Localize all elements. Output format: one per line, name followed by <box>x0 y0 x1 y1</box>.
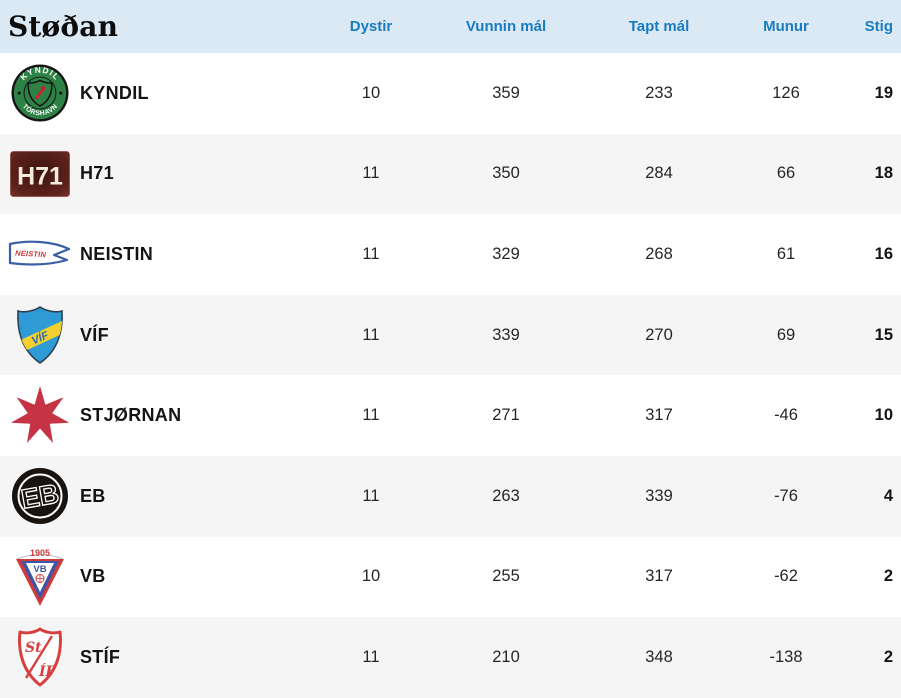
cell-munur: -46 <box>774 406 798 425</box>
table-row-neistin[interactable]: NEISTIN NEISTIN 11 329 268 61 16 <box>0 214 901 295</box>
page-title: Støðan <box>8 10 119 43</box>
cell-dystir: 10 <box>361 83 381 102</box>
team-name: H71 <box>80 163 114 184</box>
cell-stig: 18 <box>874 164 893 183</box>
table-row-stif[interactable]: St ÍF STÍF 11 210 348 -138 2 <box>0 617 901 698</box>
cell-tapt-mal: 284 <box>645 164 673 183</box>
table-row-eb[interactable]: EB EB 11 263 339 -76 4 <box>0 455 901 537</box>
cell-tapt-mal: 233 <box>645 83 673 102</box>
stjornan-crest-icon <box>0 385 80 447</box>
cell-dystir: 11 <box>362 244 380 263</box>
cell-tapt-mal: 339 <box>645 486 673 505</box>
column-header-vunnin-mal: Vunnin mál <box>465 18 547 35</box>
team-name: VÍF <box>80 324 109 345</box>
cell-munur: -62 <box>774 567 798 586</box>
cell-munur: 69 <box>776 325 796 344</box>
table-header: Støðan Dystir Vunnin mál Tapt mál Munur … <box>0 0 901 53</box>
cell-vunnin-mal: 255 <box>492 567 520 586</box>
cell-stig: 16 <box>874 244 893 263</box>
cell-tapt-mal: 317 <box>645 406 673 425</box>
cell-vunnin-mal: 210 <box>492 647 520 666</box>
table-row-stjornan[interactable]: STJØRNAN 11 271 317 -46 10 <box>0 375 901 456</box>
stif-crest-icon: St ÍF <box>0 626 80 688</box>
table-row-vif[interactable]: VÍF VÍF 11 339 270 69 15 <box>0 294 901 376</box>
h71-crest-icon: H71 <box>0 150 80 197</box>
cell-dystir: 11 <box>362 325 380 344</box>
cell-dystir: 11 <box>362 486 380 505</box>
cell-vunnin-mal: 271 <box>492 406 520 425</box>
neistin-logo-text: NEISTIN <box>15 249 47 260</box>
cell-munur: -138 <box>769 647 803 666</box>
table-row-vb[interactable]: 1905 VB VB 10 255 317 -62 2 <box>0 536 901 618</box>
cell-munur: -76 <box>774 486 798 505</box>
cell-tapt-mal: 317 <box>645 567 673 586</box>
cell-vunnin-mal: 359 <box>492 83 520 102</box>
kyndil-crest-icon: KYNDIL TÓRSHAVN <box>0 64 80 122</box>
cell-vunnin-mal: 339 <box>492 325 520 344</box>
table-row-h71[interactable]: H71 H71 11 350 284 66 18 <box>0 133 901 215</box>
stif-logo-bottom-text: ÍF <box>38 662 57 680</box>
vb-logo-text: VB <box>33 564 46 575</box>
team-name: KYNDIL <box>80 82 149 103</box>
cell-dystir: 11 <box>362 164 380 183</box>
team-name: VB <box>80 566 106 587</box>
vif-logo-text: VÍF <box>30 329 51 348</box>
column-header-dystir: Dystir <box>349 18 393 35</box>
cell-dystir: 10 <box>361 567 381 586</box>
cell-munur: 61 <box>776 244 796 263</box>
cell-munur: 126 <box>772 83 800 102</box>
cell-vunnin-mal: 350 <box>492 164 520 183</box>
cell-vunnin-mal: 329 <box>492 244 520 263</box>
table-row-kyndil[interactable]: KYNDIL TÓRSHAVN KYNDIL 10 359 233 126 19 <box>0 53 901 134</box>
cell-vunnin-mal: 263 <box>492 486 520 505</box>
column-header-stig: Stig <box>864 18 893 35</box>
column-header-munur: Munur <box>763 18 809 35</box>
cell-tapt-mal: 268 <box>645 244 673 263</box>
neistin-crest-icon: NEISTIN <box>0 237 80 271</box>
vb-crest-icon: 1905 VB <box>0 546 80 608</box>
vif-crest-icon: VÍF <box>0 305 80 365</box>
cell-dystir: 11 <box>362 647 380 666</box>
eb-logo-text: EB <box>19 479 61 515</box>
cell-stig: 15 <box>874 325 893 344</box>
cell-munur: 66 <box>776 164 796 183</box>
team-name: STJØRNAN <box>80 405 182 426</box>
cell-dystir: 11 <box>362 406 380 425</box>
eb-crest-icon: EB <box>0 467 80 525</box>
cell-stig: 2 <box>883 567 893 586</box>
column-header-tapt-mal: Tapt mál <box>628 18 690 35</box>
cell-stig: 2 <box>883 647 893 666</box>
team-name: EB <box>80 485 106 506</box>
cell-stig: 4 <box>883 486 893 505</box>
team-name: NEISTIN <box>80 243 154 264</box>
cell-stig: 10 <box>874 406 893 425</box>
cell-tapt-mal: 270 <box>645 325 673 344</box>
team-name: STÍF <box>80 646 121 667</box>
cell-tapt-mal: 348 <box>645 647 673 666</box>
vb-logo-year-text: 1905 <box>30 548 50 558</box>
stif-logo-top-text: St <box>25 640 42 656</box>
h71-logo-text: H71 <box>17 162 63 190</box>
cell-stig: 19 <box>874 83 893 102</box>
